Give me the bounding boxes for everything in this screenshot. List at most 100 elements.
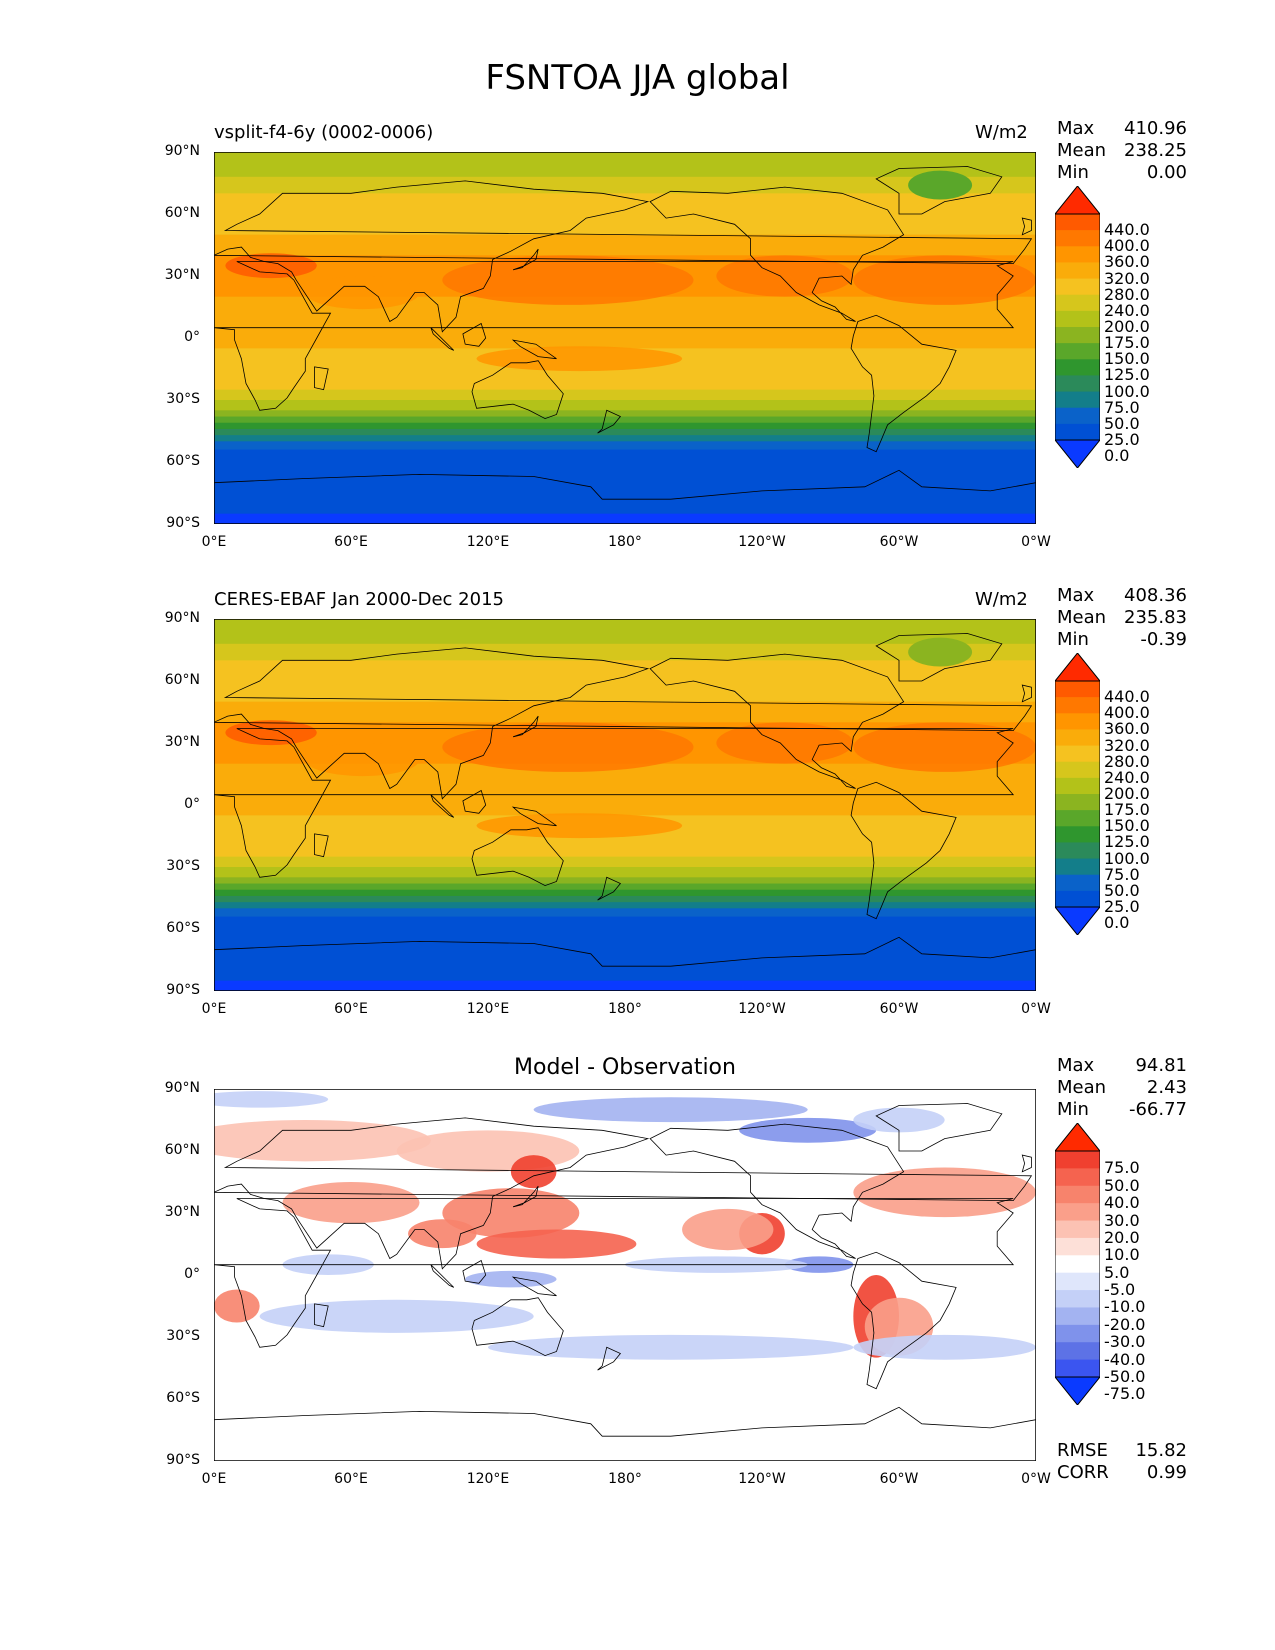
colorbar-tick-label: 175.0	[1104, 800, 1150, 820]
colorbar-segment	[1055, 890, 1100, 908]
field-band	[214, 867, 1036, 878]
coastline	[314, 833, 329, 858]
x-tick-label: 60°W	[879, 534, 919, 550]
colorbar-segment	[1055, 826, 1100, 843]
field-band	[214, 836, 1036, 858]
coastline	[649, 1123, 905, 1259]
coastline	[875, 633, 1003, 682]
panel-test: vsplit-f4-6y (0002-0006) W/m2 Max 410.96 …	[0, 118, 1275, 558]
colorbar-segment	[1055, 794, 1100, 811]
colorbar-tick-label: 360.0	[1104, 719, 1150, 739]
rmse-corr-block: RMSE 15.82 CORR 0.99	[1057, 1440, 1187, 1484]
colorbar-tick-label: -75.0	[1104, 1384, 1146, 1404]
figure-title: FSNTOA JJA global	[485, 58, 790, 98]
field-blob	[853, 1167, 1036, 1218]
colorbar-tick-label: 30.0	[1104, 1210, 1140, 1230]
colorbar-segment	[1055, 1272, 1100, 1291]
stat-value: 94.81	[1135, 1055, 1187, 1076]
coastline	[214, 728, 1015, 878]
coastline	[462, 1259, 487, 1284]
colorbar-tick-label: 75.0	[1104, 864, 1140, 884]
colorbar-tick-label: 50.0	[1104, 880, 1140, 900]
x-tick-label: 60°E	[334, 1471, 368, 1487]
colorbar-tick-label: 25.0	[1104, 897, 1140, 916]
coastline	[471, 827, 564, 887]
field-band	[214, 214, 1036, 236]
colorbar-segment	[1055, 1203, 1100, 1222]
coastline	[512, 715, 539, 738]
y-tick-label: 90°S	[166, 982, 200, 998]
colorbar-tick-label: 280.0	[1104, 284, 1150, 304]
colorbar-segment	[1055, 1185, 1100, 1204]
field-band	[214, 400, 1036, 411]
coastline	[214, 1198, 1015, 1348]
field-blob	[214, 1120, 431, 1162]
stat-value: 410.96	[1124, 118, 1187, 139]
coastline	[462, 322, 487, 347]
field-blob	[853, 722, 1036, 772]
colorbar-tick-label: 440.0	[1104, 220, 1150, 240]
coastline	[214, 1117, 1033, 1270]
field-blob	[739, 1117, 877, 1143]
coastline	[597, 409, 622, 434]
colorbar-segment	[1055, 681, 1100, 698]
stat-value: -0.39	[1140, 629, 1187, 650]
y-tick-label: 90°N	[164, 610, 200, 626]
field-blob	[225, 720, 317, 746]
field-band	[214, 933, 1036, 982]
coastline	[214, 261, 1015, 411]
coastline	[430, 1264, 455, 1288]
colorbar-extend-min	[1055, 1376, 1100, 1405]
colorbar-segment	[1055, 294, 1100, 312]
coastline	[511, 1276, 557, 1297]
coastline	[462, 789, 487, 814]
panel-units: W/m2	[975, 122, 1028, 143]
colorbar-tick-label: 175.0	[1104, 333, 1150, 353]
map-plot	[214, 619, 1036, 991]
map-plot	[214, 152, 1036, 524]
x-tick-label: 180°	[608, 534, 642, 550]
x-tick-label: 60°W	[879, 1001, 919, 1017]
coastline	[214, 1406, 1036, 1461]
x-tick-label: 180°	[608, 1471, 642, 1487]
stat-value: 2.43	[1146, 1077, 1187, 1098]
colorbar-frame	[1055, 213, 1100, 441]
coastline	[314, 366, 329, 391]
x-tick-label: 60°E	[334, 1001, 368, 1017]
field-band	[214, 902, 1036, 909]
colorbar-segment	[1055, 391, 1100, 409]
field-band	[214, 681, 1036, 703]
coastline	[314, 1303, 329, 1328]
field-band	[214, 763, 1036, 785]
stat-value: 0.99	[1146, 1462, 1187, 1483]
colorbar-segment	[1055, 1151, 1100, 1169]
y-tick-label: 30°N	[164, 267, 200, 283]
colorbar-tick-label: 50.0	[1104, 413, 1140, 433]
colorbar-tick-label: 200.0	[1104, 317, 1150, 336]
colorbar-tick-label: 400.0	[1104, 236, 1150, 256]
y-tick-label: 90°N	[164, 1080, 200, 1096]
field-band	[214, 416, 1036, 424]
y-tick-label: 90°S	[166, 1452, 200, 1468]
colorbar-segment	[1055, 810, 1100, 827]
field-blob	[214, 1091, 329, 1108]
colorbar-tick-label: 150.0	[1104, 816, 1150, 836]
field-band	[214, 176, 1036, 194]
y-tick-label: 90°N	[164, 143, 200, 159]
colorbar-extend-max	[1055, 653, 1100, 682]
coastline	[214, 180, 1033, 333]
field-band	[214, 369, 1036, 391]
colorbar-segment	[1055, 1324, 1100, 1343]
colorbar-tick-label: 240.0	[1104, 767, 1150, 787]
colorbar-segment	[1055, 423, 1100, 441]
colorbar-tick-label: 40.0	[1104, 1193, 1140, 1213]
colorbar-tick-label: 150.0	[1104, 349, 1150, 369]
field-blob	[476, 813, 683, 839]
colorbar-segment	[1055, 842, 1100, 860]
colorbar-tick-label: 100.0	[1104, 848, 1150, 868]
field-band	[214, 660, 1036, 682]
field-band	[214, 877, 1036, 885]
field-blob	[408, 1219, 477, 1249]
field-blob	[533, 1097, 808, 1123]
coastline	[471, 360, 564, 420]
